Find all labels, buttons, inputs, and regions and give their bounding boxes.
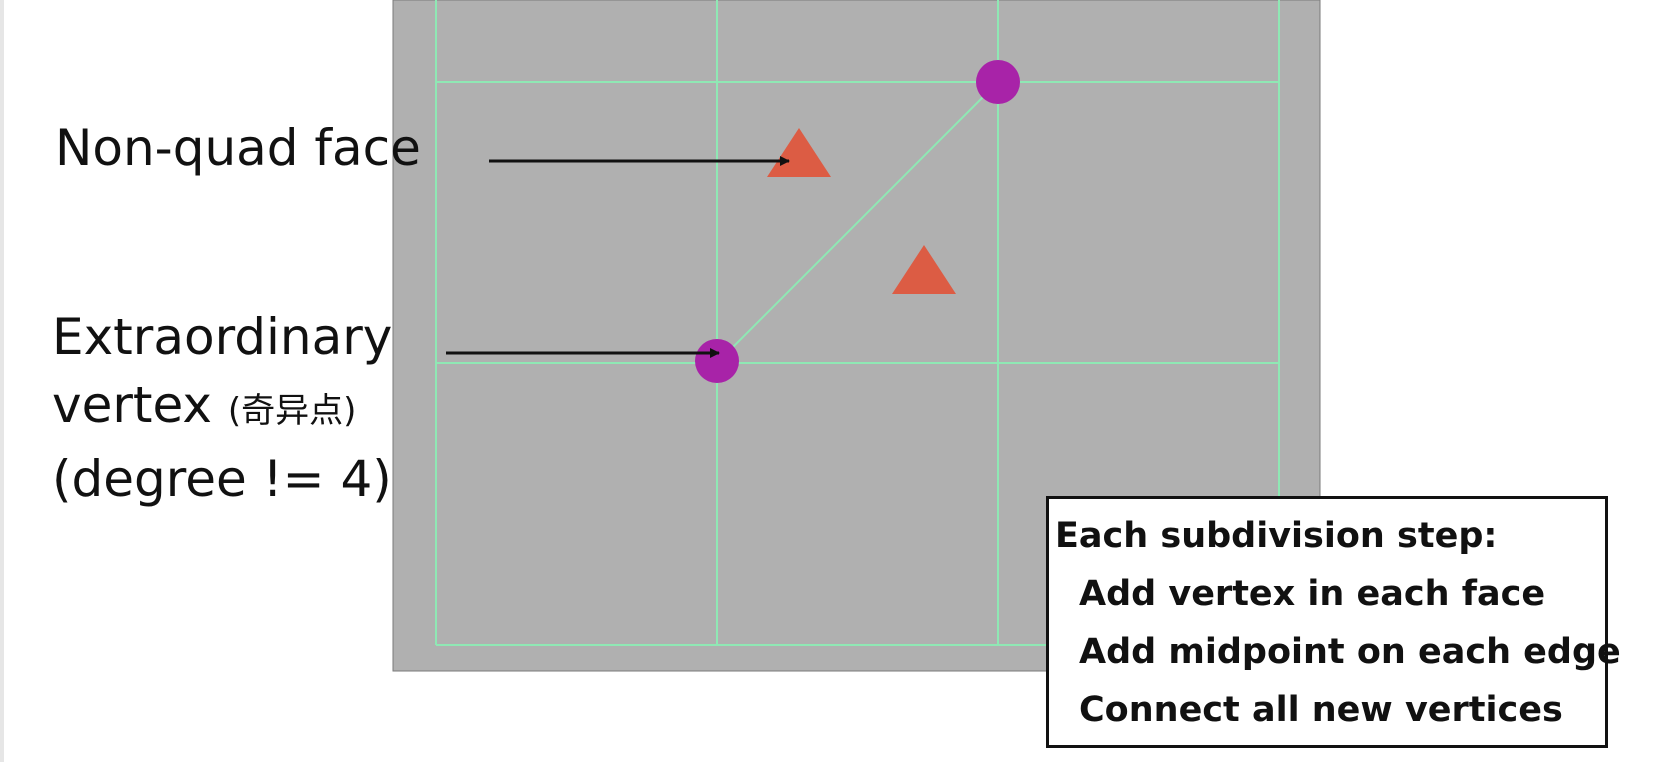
diagonal-edge	[716, 81, 999, 364]
step-item: Connect all new vertices	[1079, 690, 1563, 730]
extraordinary-label-degree: (degree != 4)	[52, 450, 392, 508]
step-item: Add vertex in each face	[1079, 574, 1546, 614]
steps-title: Each subdivision step:	[1055, 516, 1498, 556]
step-item: Add midpoint on each edge	[1079, 632, 1621, 672]
extraordinary-label-line1: Extraordinary	[52, 308, 393, 366]
extraordinary-vertex-bottom	[695, 339, 739, 383]
extraordinary-label-line2: vertex (奇异点)	[52, 371, 392, 445]
left-edge-strip	[0, 0, 4, 762]
extraordinary-label-vertex: vertex	[52, 376, 228, 434]
subdivision-steps-box: Each subdivision step: Add vertex in eac…	[1046, 496, 1621, 748]
extraordinary-vertex-top	[976, 60, 1020, 104]
face-marker-triangle-2	[892, 245, 956, 294]
extraordinary-vertex-label: Extraordinary vertex (奇异点) (degree != 4)	[52, 303, 392, 513]
non-quad-face-label: Non-quad face	[55, 119, 421, 177]
extraordinary-label-chinese: (奇异点)	[227, 391, 357, 431]
